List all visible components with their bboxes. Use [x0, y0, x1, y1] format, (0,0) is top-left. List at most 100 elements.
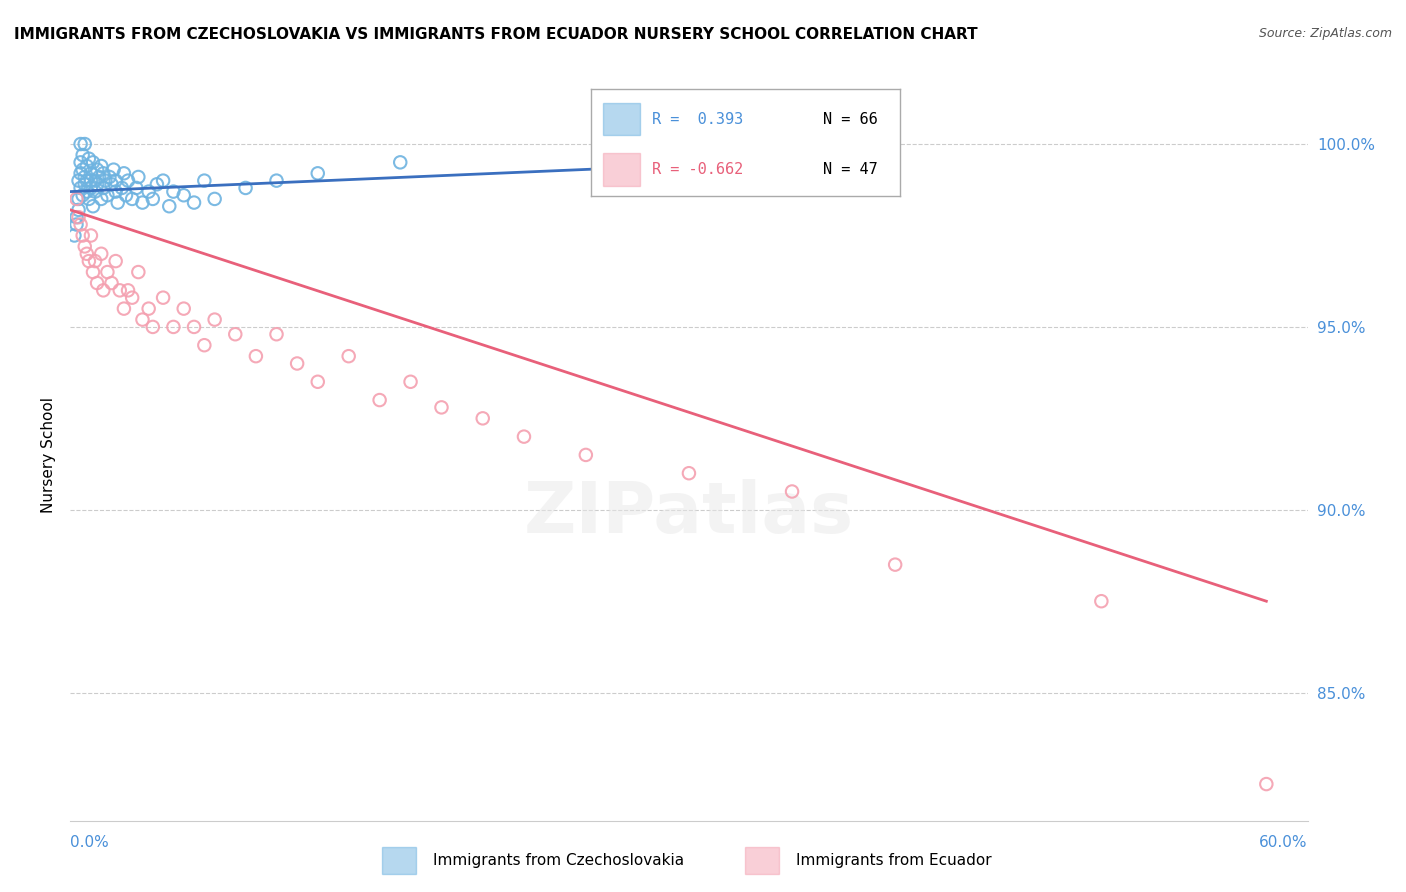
- Point: [266, 327, 288, 342]
- Point: [69, 166, 91, 180]
- Point: [1090, 594, 1112, 608]
- Point: [86, 162, 108, 177]
- Point: [173, 301, 195, 316]
- Point: [82, 155, 104, 169]
- Point: [430, 401, 453, 415]
- Point: [84, 174, 107, 188]
- Point: [471, 411, 494, 425]
- Point: [91, 284, 114, 298]
- Point: [152, 174, 174, 188]
- Point: [90, 247, 112, 261]
- Point: [125, 181, 148, 195]
- Point: [740, 145, 762, 159]
- Point: [82, 265, 104, 279]
- Point: [76, 159, 98, 173]
- Point: [73, 169, 96, 184]
- Point: [72, 228, 94, 243]
- Point: [77, 192, 100, 206]
- Text: Immigrants from Czechoslovakia: Immigrants from Czechoslovakia: [433, 854, 685, 868]
- Point: [285, 357, 308, 371]
- Point: [389, 155, 412, 169]
- Point: [235, 181, 257, 195]
- Point: [224, 327, 246, 342]
- Point: [86, 276, 108, 290]
- Text: R =  0.393: R = 0.393: [652, 112, 744, 127]
- Point: [67, 192, 90, 206]
- Point: [245, 349, 267, 363]
- Point: [104, 185, 127, 199]
- Point: [127, 169, 149, 184]
- Point: [91, 181, 114, 195]
- Point: [67, 202, 90, 217]
- Point: [67, 174, 90, 188]
- Point: [69, 218, 91, 232]
- Point: [72, 188, 94, 202]
- Point: [157, 199, 180, 213]
- Point: [100, 276, 122, 290]
- Point: [104, 174, 127, 188]
- Point: [89, 169, 111, 184]
- Point: [142, 320, 165, 334]
- Text: 0.0%: 0.0%: [70, 835, 110, 850]
- Y-axis label: Nursery School: Nursery School: [41, 397, 56, 513]
- Point: [86, 178, 108, 192]
- Point: [98, 169, 121, 184]
- Point: [84, 254, 107, 268]
- Point: [73, 137, 96, 152]
- Point: [76, 174, 98, 188]
- Point: [131, 195, 153, 210]
- Point: [112, 166, 135, 180]
- Point: [67, 211, 90, 225]
- Point: [90, 159, 112, 173]
- Point: [678, 467, 700, 481]
- Point: [127, 265, 149, 279]
- Point: [77, 254, 100, 268]
- Text: N = 47: N = 47: [823, 162, 877, 177]
- Point: [65, 218, 87, 232]
- Bar: [603, 103, 640, 136]
- Point: [108, 284, 131, 298]
- Point: [77, 152, 100, 166]
- Point: [513, 430, 536, 444]
- Point: [80, 228, 103, 243]
- Bar: [603, 153, 640, 186]
- Point: [65, 211, 87, 225]
- Point: [162, 320, 184, 334]
- Point: [117, 284, 139, 298]
- Point: [65, 192, 87, 206]
- Point: [84, 185, 107, 199]
- Point: [94, 174, 117, 188]
- Text: ZIPatlas: ZIPatlas: [524, 479, 853, 548]
- Point: [780, 484, 803, 499]
- Point: [96, 188, 118, 202]
- Text: IMMIGRANTS FROM CZECHOSLOVAKIA VS IMMIGRANTS FROM ECUADOR NURSERY SCHOOL CORRELA: IMMIGRANTS FROM CZECHOSLOVAKIA VS IMMIGR…: [14, 27, 977, 42]
- Point: [72, 162, 94, 177]
- Point: [82, 199, 104, 213]
- Bar: [382, 847, 416, 874]
- Text: 60.0%: 60.0%: [1260, 835, 1308, 850]
- Point: [121, 291, 143, 305]
- Point: [173, 188, 195, 202]
- Point: [162, 185, 184, 199]
- Point: [193, 174, 215, 188]
- Point: [307, 166, 329, 180]
- Point: [80, 166, 103, 180]
- Text: R = -0.662: R = -0.662: [652, 162, 744, 177]
- Point: [183, 195, 205, 210]
- Point: [100, 178, 122, 192]
- Point: [104, 254, 127, 268]
- Point: [337, 349, 360, 363]
- Point: [131, 312, 153, 326]
- Point: [73, 239, 96, 253]
- Point: [266, 174, 288, 188]
- Text: Immigrants from Ecuador: Immigrants from Ecuador: [796, 854, 991, 868]
- Point: [399, 375, 422, 389]
- Point: [107, 195, 129, 210]
- Point: [63, 228, 86, 243]
- Point: [146, 178, 169, 192]
- Point: [76, 247, 98, 261]
- Point: [96, 265, 118, 279]
- Point: [69, 137, 91, 152]
- Point: [80, 174, 103, 188]
- Point: [193, 338, 215, 352]
